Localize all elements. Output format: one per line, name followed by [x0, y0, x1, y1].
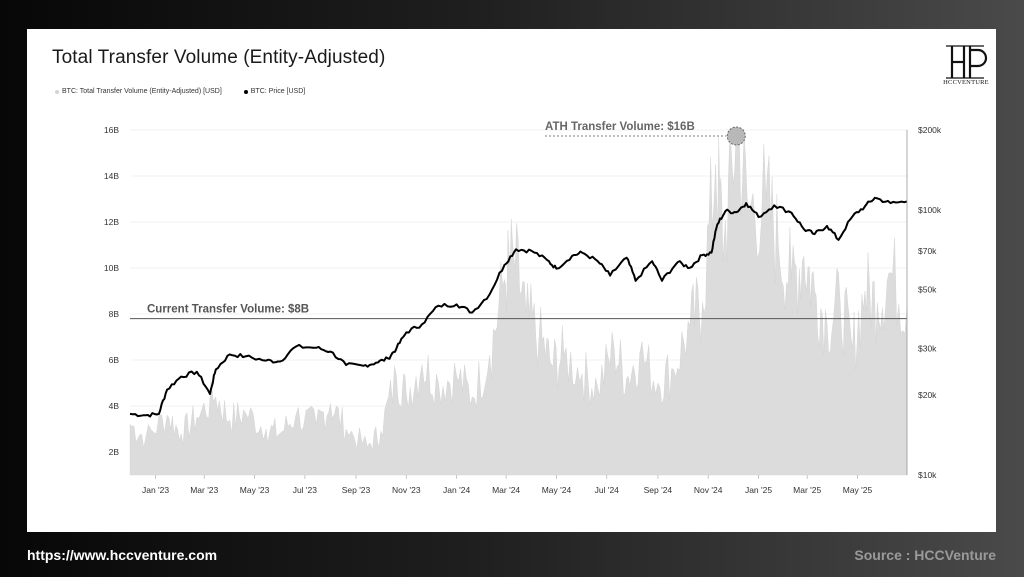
ath-marker: [726, 126, 746, 146]
x-tick-label: Mar '25: [793, 485, 821, 495]
legend-swatch-volume: [55, 89, 59, 94]
y-right-tick-label: $100k: [918, 205, 942, 215]
y-left-tick-label: 2B: [109, 447, 120, 457]
y-right-tick-label: $50k: [918, 285, 937, 295]
legend-swatch-price: [243, 89, 248, 94]
y-left-tick-label: 8B: [109, 309, 120, 319]
x-tick-label: Nov '23: [392, 485, 421, 495]
y-right-tick-label: $200k: [918, 125, 942, 135]
x-tick-label: May '24: [542, 485, 572, 495]
x-tick-label: Jan '23: [142, 485, 169, 495]
footer-source-label: Source : HCCVenture: [854, 547, 996, 563]
x-tick-label: Mar '24: [492, 485, 520, 495]
legend-item-price[interactable]: BTC: Price [USD]: [243, 88, 306, 95]
legend-label-price: BTC: Price [USD]: [250, 88, 306, 95]
current-volume-annotation-label: Current Transfer Volume: $8B: [147, 304, 309, 316]
ath-annotation-label: ATH Transfer Volume: $16B: [545, 121, 695, 133]
logo-text: HCCVENTURE: [943, 79, 989, 86]
legend-label-volume: BTC: Total Transfer Volume (Entity-Adjus…: [62, 88, 222, 95]
x-tick-label: Nov '24: [694, 485, 723, 495]
chart-card: 2B 4B 6B 8B 10B 12B 14B 16B $10k $20k $30k $50k $70k…: [27, 29, 996, 532]
x-tick-label: Sep '23: [342, 485, 371, 495]
x-tick-label: May '23: [240, 485, 270, 495]
y-left-tick-label: 16B: [104, 125, 119, 135]
x-tick-label: Sep '24: [644, 485, 673, 495]
y-left-tick-label: 14B: [104, 171, 119, 181]
footer-website-link[interactable]: https://www.hccventure.com: [27, 547, 218, 563]
y-left-tick-label: 4B: [109, 401, 120, 411]
x-tick-label: Jul '24: [595, 485, 620, 495]
x-tick-label: Mar '23: [190, 485, 218, 495]
y-right-tick-label: $70k: [918, 246, 937, 256]
x-tick-label: May '25: [843, 485, 873, 495]
hcc-monogram-icon: [946, 45, 988, 79]
y-right-tick-label: $20k: [918, 390, 937, 400]
y-right-tick-label: $30k: [918, 343, 937, 353]
price-line-series: [129, 196, 908, 418]
y-right-tick-label: $10k: [918, 470, 937, 480]
x-tick-label: Jul '23: [293, 485, 318, 495]
chart-legend: BTC: Total Transfer Volume (Entity-Adjus…: [55, 88, 305, 95]
y-left-tick-label: 10B: [104, 263, 119, 273]
transfer-volume-chart: 2B 4B 6B 8B 10B 12B 14B 16B $10k $20k $30k $50k $70k…: [104, 121, 942, 495]
volume-area-series: [129, 129, 908, 476]
legend-item-volume[interactable]: BTC: Total Transfer Volume (Entity-Adjus…: [55, 88, 222, 95]
x-tick-label: Jan '24: [443, 485, 470, 495]
chart-title: Total Transfer Volume (Entity-Adjusted): [52, 47, 386, 68]
x-tick-label: Jan '25: [745, 485, 772, 495]
y-left-tick-label: 12B: [104, 217, 119, 227]
y-left-tick-label: 6B: [109, 355, 120, 365]
